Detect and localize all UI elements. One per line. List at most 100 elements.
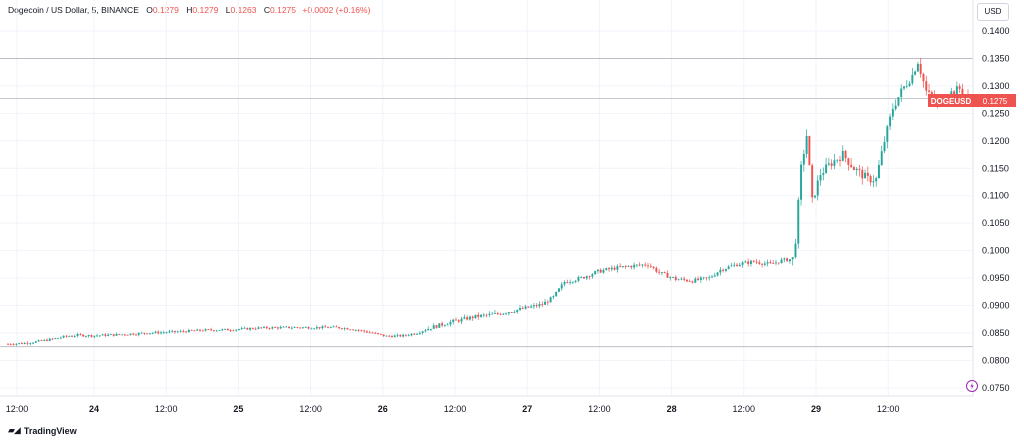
candle-body: [713, 275, 716, 277]
candle-body: [947, 97, 950, 101]
candle-body: [652, 266, 655, 268]
candle-body: [763, 263, 766, 265]
y-tick-label: 0.1350: [982, 53, 1010, 63]
price-axis[interactable]: 0.1400 0.1350 0.1300 0.1250 0.1200 0.1150 0.11…: [982, 26, 1010, 393]
candle-body: [555, 291, 558, 297]
candle-body: [151, 332, 154, 334]
candle-body: [190, 329, 193, 331]
candle-body: [416, 333, 419, 335]
candle-body: [711, 276, 713, 278]
candle-body: [738, 264, 741, 267]
candle-body: [413, 333, 416, 335]
candle-body: [363, 330, 366, 332]
y-tick-label: 0.1300: [982, 81, 1010, 91]
candle-body: [402, 334, 405, 337]
candle-body: [688, 281, 691, 283]
x-tick-label: 12:00: [6, 404, 29, 414]
candle-body: [48, 338, 51, 341]
candle-body: [82, 334, 85, 337]
candle-body: [340, 328, 343, 330]
candle-body: [293, 327, 296, 329]
lightning-icon[interactable]: [966, 380, 978, 392]
candle-body: [93, 335, 96, 337]
candle-body: [925, 81, 928, 91]
candle-body: [752, 260, 755, 262]
candle-body: [613, 267, 616, 270]
candle-body: [421, 331, 424, 333]
candle-body: [226, 328, 229, 331]
candle-body: [794, 243, 797, 258]
candle-body: [850, 164, 853, 168]
candle-body: [619, 266, 622, 267]
candle-body: [830, 163, 833, 166]
candle-body: [583, 277, 585, 279]
candle-body: [466, 317, 469, 320]
candle-body: [59, 337, 62, 339]
candle-body: [897, 97, 900, 106]
candle-body: [941, 100, 944, 104]
candle-body: [54, 338, 57, 339]
candle-body: [571, 281, 574, 283]
candle-body: [388, 335, 391, 337]
candle-body: [916, 63, 919, 72]
candle-body: [324, 326, 327, 328]
candle-body: [118, 333, 121, 335]
candle-body: [872, 181, 875, 183]
candle-body: [722, 269, 725, 271]
tradingview-branding[interactable]: ▰◢ TradingView: [8, 426, 77, 436]
time-axis[interactable]: 12:00 24 12:00 25 12:00 26 12:00 27 12:00 28 12:00…: [6, 404, 900, 414]
candle-body: [237, 329, 240, 330]
candle-body: [677, 279, 680, 281]
candle-body: [265, 326, 268, 329]
x-tick-label: 29: [811, 404, 821, 414]
candle-body: [371, 332, 374, 334]
candle-body: [288, 326, 291, 329]
candle-body: [577, 277, 580, 281]
candle-body: [660, 271, 663, 273]
candle-body: [193, 330, 196, 332]
candle-body: [749, 260, 752, 265]
candle-body: [438, 323, 441, 328]
candle-body: [346, 328, 349, 330]
candle-body: [877, 165, 880, 179]
candle-body: [919, 63, 922, 75]
y-tick-label: 0.0800: [982, 355, 1010, 365]
candle-body: [249, 328, 252, 330]
candle-body: [666, 272, 669, 278]
candle-body: [741, 262, 744, 265]
candle-body: [769, 262, 772, 264]
candle-body: [911, 74, 914, 84]
candle-body: [900, 88, 903, 98]
candle-body: [471, 316, 474, 319]
candle-body: [727, 266, 730, 269]
candle-body: [627, 266, 630, 267]
candle-body: [276, 327, 279, 329]
candle-body: [391, 336, 393, 338]
candle-body: [903, 86, 905, 89]
candle-body: [26, 342, 29, 344]
candle-body: [524, 306, 527, 309]
x-tick-label: 12:00: [733, 404, 756, 414]
close-value: 0.1275: [270, 5, 296, 15]
candle-body: [825, 164, 828, 174]
open-label: O: [146, 5, 153, 15]
symbol-title[interactable]: Dogecoin / US Dollar, 5, BINANCE: [8, 5, 139, 15]
candle-body: [221, 329, 224, 331]
horizontal-lines: [0, 58, 973, 348]
candle-body: [73, 335, 76, 337]
candle-body: [143, 332, 146, 334]
candle-body: [318, 327, 321, 329]
candle-body: [964, 95, 967, 97]
candle-body: [730, 265, 733, 267]
candle-body: [271, 327, 274, 329]
candle-body: [599, 269, 602, 273]
currency-button[interactable]: USD: [977, 3, 1009, 21]
candle-body: [327, 327, 329, 329]
candle-body: [644, 264, 647, 266]
candle-body: [407, 335, 410, 337]
candle-body: [427, 328, 430, 331]
candle-body: [530, 306, 533, 308]
candle-body: [207, 329, 210, 331]
candle-body: [432, 325, 435, 329]
change-value: +0.0002 (+0.16%): [302, 5, 371, 15]
